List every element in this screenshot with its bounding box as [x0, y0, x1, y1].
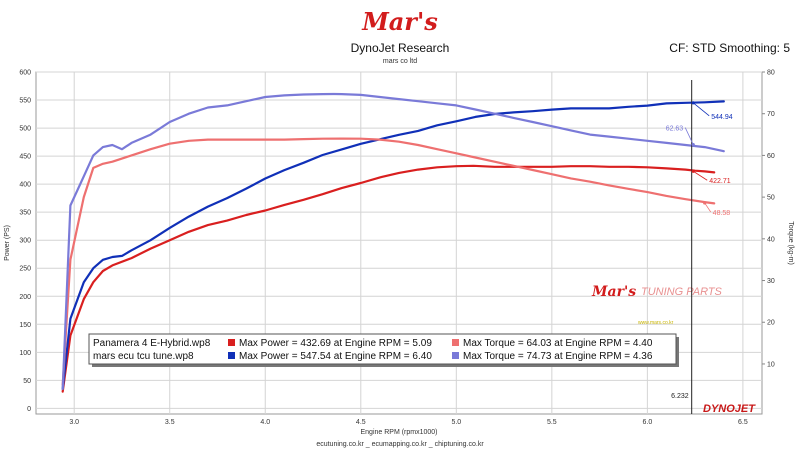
y-tick-label: 550	[19, 98, 31, 105]
chart-title: DynoJet Research	[351, 41, 450, 55]
y2-tick-label: 80	[767, 70, 775, 77]
y2-tick-label: 40	[767, 236, 775, 243]
annotation-label: 422.71	[709, 178, 731, 185]
footer-links: ecutuning.co.kr _ ecumapping.co.kr _ chi…	[316, 441, 484, 448]
annotation-point	[691, 101, 695, 105]
annotation-layer: 544.94 422.71 62.63 48.58	[666, 101, 733, 217]
legend-torque-value: Max Torque = 64.03 at Engine RPM = 4.40	[463, 338, 653, 349]
annotation-leader	[692, 102, 710, 117]
legend-torque-value: Max Torque = 74.73 at Engine RPM = 4.36	[463, 351, 653, 362]
legend-torque-swatch	[452, 339, 459, 346]
y2-tick-label: 10	[767, 361, 775, 368]
annotation-point	[703, 201, 707, 205]
y2-tick-label: 70	[767, 111, 775, 118]
annotation-point	[691, 169, 695, 173]
x-tick-label: 4.0	[260, 419, 270, 426]
annotation-label: 544.94	[711, 114, 733, 121]
y-tick-label: 200	[19, 294, 31, 301]
stock-power-line	[61, 164, 716, 393]
annotation-leader	[684, 127, 694, 145]
x-tick-label: 5.5	[547, 419, 557, 426]
watermark-brand: Mar's	[591, 284, 636, 300]
legend-power-value: Max Power = 547.54 at Engine RPM = 6.40	[239, 351, 432, 362]
y2-tick-label: 30	[767, 278, 775, 285]
legend-torque-swatch	[452, 352, 459, 359]
annotation-point	[691, 142, 695, 147]
y-tick-label: 400	[19, 182, 31, 189]
legend-run-name: Panamera 4 E-Hybrid.wp8	[93, 338, 211, 349]
y-tick-label: 150	[19, 322, 31, 329]
y2-tick-label: 60	[767, 153, 775, 160]
legend-power-swatch	[228, 352, 235, 359]
dynojet-logo: DYNOJET	[703, 403, 756, 415]
y-tick-label: 600	[19, 70, 31, 77]
annotation-leader	[704, 202, 712, 213]
legend-row: mars ecu tcu tune.wp8 Max Power = 547.54…	[93, 351, 653, 362]
x-tick-label: 3.5	[165, 419, 175, 426]
tuned-power-line	[61, 100, 725, 390]
rpm-cursor-label: 6.232	[671, 393, 689, 400]
y-axis-ticks: 0 50 100 150 200 250 300 350 400 450 500 550 600	[19, 70, 31, 413]
legend-power-value: Max Power = 432.69 at Engine RPM = 5.09	[239, 338, 432, 349]
annotation-label: 62.63	[666, 126, 684, 133]
y-tick-label: 0	[27, 406, 31, 413]
watermark-text: TUNING PARTS	[641, 286, 723, 298]
legend: Panamera 4 E-Hybrid.wp8 Max Power = 432.…	[88, 333, 679, 367]
x-tick-label: 6.5	[738, 419, 748, 426]
x-tick-label: 5.0	[451, 419, 461, 426]
legend-run-name: mars ecu tcu tune.wp8	[93, 351, 194, 362]
x-axis-ticks: 3.0 3.5 4.0 4.5 5.0 5.5 6.0 6.5	[69, 419, 748, 426]
y-tick-label: 300	[19, 238, 31, 245]
legend-power-swatch	[228, 339, 235, 346]
annotation-label: 48.58	[713, 210, 731, 217]
y-tick-label: 50	[23, 378, 31, 385]
x-tick-label: 3.0	[69, 419, 79, 426]
chart-subtitle: mars co ltd	[383, 58, 417, 65]
tuned-torque-line	[61, 92, 725, 391]
y2-tick-label: 20	[767, 320, 775, 327]
x-axis-label: Engine RPM (rpmx1000)	[360, 429, 437, 436]
x-tick-label: 6.0	[643, 419, 653, 426]
y-tick-label: 500	[19, 126, 31, 133]
y-axis-label: Power (PS)	[4, 225, 11, 261]
legend-row: Panamera 4 E-Hybrid.wp8 Max Power = 432.…	[93, 338, 653, 349]
header-logo: Mar's	[361, 7, 438, 36]
y-tick-label: 450	[19, 154, 31, 161]
annotation-leader	[693, 170, 708, 181]
y2-axis-label: Torque (kg-m)	[787, 221, 794, 265]
y-tick-label: 350	[19, 210, 31, 217]
stock-torque-line	[61, 137, 716, 386]
x-tick-label: 4.5	[356, 419, 366, 426]
series-layer	[61, 92, 725, 393]
y-tick-label: 250	[19, 266, 31, 273]
y2-tick-label: 50	[767, 195, 775, 202]
y-tick-label: 100	[19, 350, 31, 357]
watermark-small-text: www.mars.co.kr	[638, 320, 674, 326]
legend-box	[88, 333, 677, 365]
y2-axis-ticks: 10 20 30 40 50 60 70 80	[762, 70, 775, 368]
correction-info: CF: STD Smoothing: 5	[669, 41, 790, 55]
